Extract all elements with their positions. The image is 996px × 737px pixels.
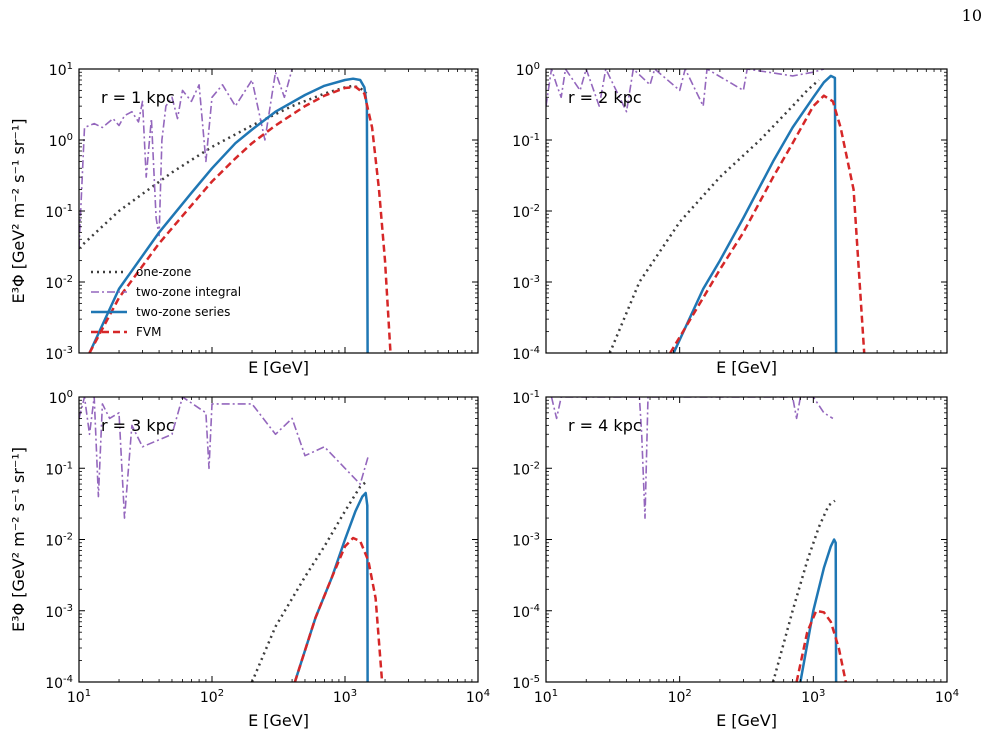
- plot-area: [546, 69, 866, 353]
- y-tick-label: 10-1: [512, 389, 540, 407]
- series-one-zone: [771, 499, 836, 682]
- y-tick-label: 100: [516, 61, 540, 79]
- x-tick-label: 103: [333, 688, 357, 706]
- legend-label: one-zone: [136, 265, 191, 279]
- series-two-zone-series: [88, 77, 369, 353]
- y-axis-label: E³Φ [GeV² m⁻² s⁻¹ sr⁻¹]: [9, 119, 28, 304]
- plot-area: [550, 397, 848, 682]
- panel-label: r = 4 kpc: [568, 416, 642, 435]
- y-tick-label: 10-4: [45, 674, 73, 692]
- legend-label: two-zone integral: [136, 285, 241, 299]
- x-axis-label: E [GeV]: [716, 358, 777, 377]
- y-tick-label: 10-4: [512, 345, 540, 363]
- x-tick-label: 101: [67, 688, 91, 706]
- series-one-zone: [250, 480, 368, 682]
- series-two-zone-integral: [546, 69, 825, 113]
- y-tick-label: 10-1: [512, 132, 540, 150]
- panel-label: r = 3 kpc: [101, 416, 175, 435]
- series-FVM: [669, 94, 866, 353]
- axes-frame: [545, 396, 948, 683]
- series-FVM: [795, 609, 848, 682]
- y-tick-label: 10-1: [45, 460, 73, 478]
- series-two-zone-integral: [79, 397, 370, 519]
- x-tick-label: 101: [534, 688, 558, 706]
- y-tick-label: 10-3: [512, 532, 540, 550]
- y-tick-label: 10-2: [45, 274, 73, 292]
- y-tick-label: 10-3: [45, 345, 73, 363]
- y-tick-label: 100: [49, 389, 73, 407]
- panel-4: 101 102 103 104 10-5 10-4 10-3 10-2 10-1 E [GeV] r…: [512, 389, 959, 730]
- y-axis-label: E³Φ [GeV² m⁻² s⁻¹ sr⁻¹]: [9, 447, 28, 632]
- y-tick-label: 10-1: [45, 203, 73, 221]
- legend-label: FVM: [136, 325, 161, 339]
- y-tick-label: 10-2: [512, 460, 540, 478]
- series-FVM: [88, 85, 392, 353]
- legend-label: two-zone series: [136, 305, 230, 319]
- series-one-zone: [79, 84, 368, 250]
- x-axis-label: E [GeV]: [716, 711, 777, 730]
- y-tick-label: 100: [49, 132, 73, 150]
- series-two-zone-integral: [79, 69, 293, 249]
- y-tick-label: 10-2: [512, 203, 540, 221]
- panel-2: 10-4 10-3 10-2 10-1 100 E [GeV] r = 2 kpc: [512, 61, 948, 377]
- x-tick-label: 102: [200, 688, 224, 706]
- series-two-zone-series: [672, 74, 838, 353]
- y-tick-label: 10-2: [45, 532, 73, 550]
- x-tick-label: 103: [801, 688, 825, 706]
- plot-area: [79, 69, 392, 353]
- y-tick-label: 10-3: [512, 274, 540, 292]
- x-axis-label: E [GeV]: [248, 358, 309, 377]
- panel-1: 10-3 10-2 10-1 100 101 E [GeV] E³Φ [GeV² m⁻² s…: [9, 61, 479, 377]
- series-FVM: [293, 536, 384, 682]
- y-tick-label: 101: [49, 61, 73, 79]
- y-tick-label: 10-4: [512, 603, 540, 621]
- y-tick-label: 10-5: [512, 674, 540, 692]
- x-axis-label: E [GeV]: [248, 711, 309, 730]
- plot-area: [79, 397, 384, 682]
- panel-label: r = 2 kpc: [568, 88, 642, 107]
- x-tick-label: 104: [466, 688, 490, 706]
- series-two-zone-series: [293, 491, 369, 682]
- page-number: 10: [961, 6, 982, 25]
- legend: one-zone two-zone integral two-zone series…: [91, 265, 241, 339]
- series-two-zone-series: [799, 538, 838, 682]
- x-tick-label: 102: [668, 688, 692, 706]
- series-one-zone: [608, 79, 820, 353]
- x-tick-label: 104: [935, 688, 959, 706]
- panel-3: 101 102 103 104 10-4 10-3 10-2 10-1 100 E [GeV] E³…: [9, 389, 490, 730]
- y-tick-label: 10-3: [45, 603, 73, 621]
- panel-label: r = 1 kpc: [101, 88, 175, 107]
